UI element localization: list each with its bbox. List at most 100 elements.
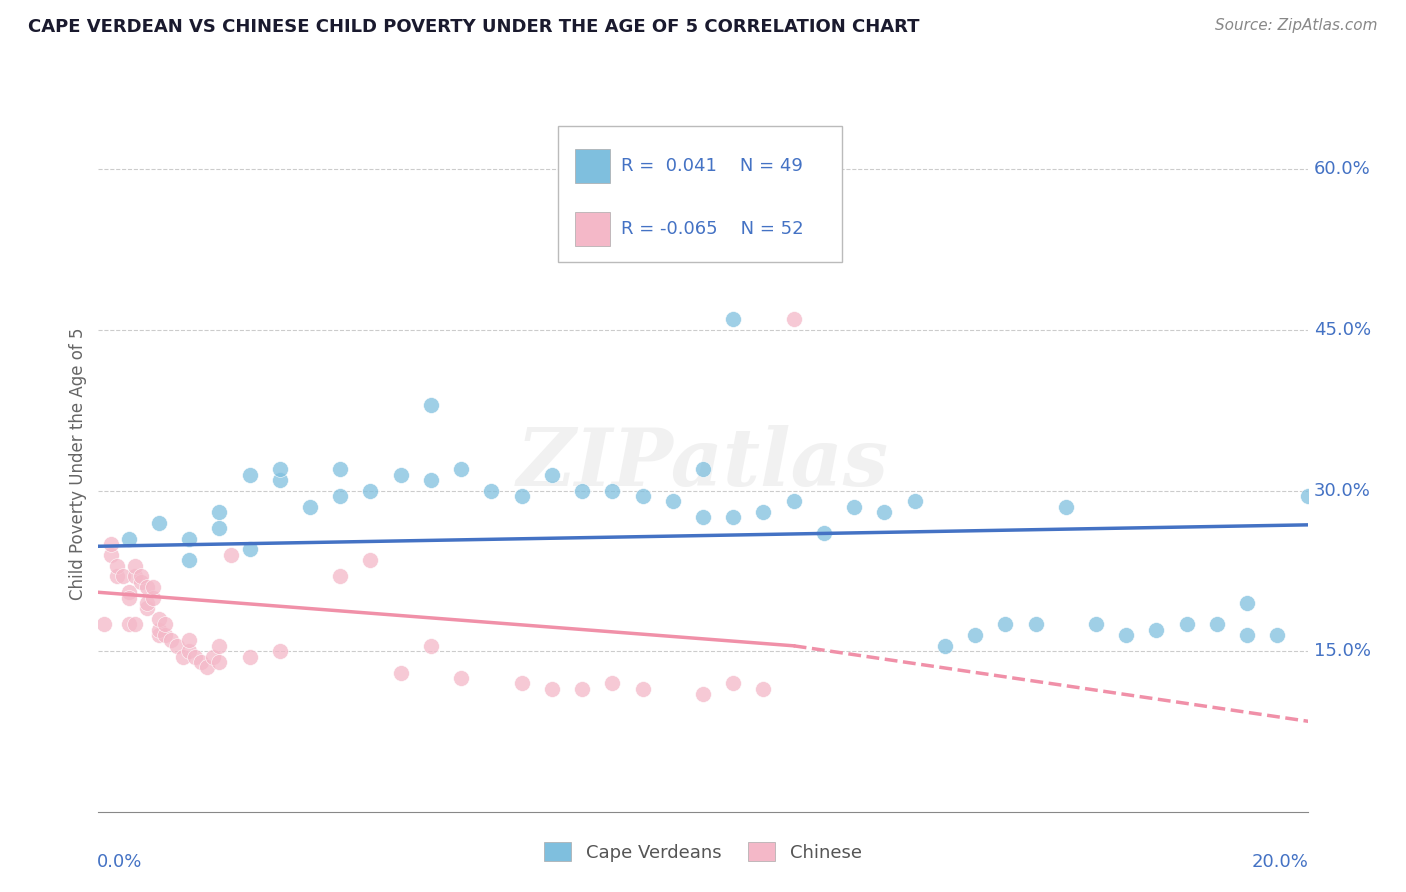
Point [721, 510, 744, 524]
Text: CAPE VERDEAN VS CHINESE CHILD POVERTY UNDER THE AGE OF 5 CORRELATION CHART: CAPE VERDEAN VS CHINESE CHILD POVERTY UN… [28, 18, 920, 36]
Text: 45.0%: 45.0% [1313, 321, 1371, 339]
Y-axis label: Child Poverty Under the Age of 5: Child Poverty Under the Age of 5 [69, 327, 87, 600]
Point [166, 639, 188, 653]
Point [329, 462, 352, 476]
Point [148, 628, 170, 642]
Point [142, 580, 165, 594]
Point [118, 591, 141, 605]
Point [208, 639, 231, 653]
Point [389, 467, 412, 482]
Point [177, 633, 201, 648]
Point [160, 633, 183, 648]
Point [692, 510, 714, 524]
Point [118, 585, 141, 599]
Text: 0.0%: 0.0% [97, 854, 142, 871]
Point [419, 473, 441, 487]
Point [100, 537, 122, 551]
Point [208, 521, 231, 535]
Point [329, 569, 352, 583]
Point [904, 494, 927, 508]
Point [360, 553, 382, 567]
Point [450, 462, 472, 476]
Point [153, 617, 176, 632]
Point [360, 483, 382, 498]
Point [450, 671, 472, 685]
Point [692, 462, 714, 476]
Point [631, 681, 654, 696]
Point [510, 489, 533, 503]
Text: 60.0%: 60.0% [1313, 161, 1371, 178]
Point [148, 516, 170, 530]
Point [208, 505, 231, 519]
Point [100, 548, 122, 562]
Point [239, 467, 262, 482]
Point [129, 569, 152, 583]
Legend: Cape Verdeans, Chinese: Cape Verdeans, Chinese [537, 835, 869, 869]
Point [1085, 617, 1108, 632]
Point [844, 500, 866, 514]
Point [1206, 617, 1229, 632]
Point [1144, 623, 1167, 637]
Point [177, 532, 201, 546]
Point [195, 660, 218, 674]
Point [105, 569, 128, 583]
Point [752, 681, 775, 696]
Point [602, 483, 624, 498]
Point [1236, 596, 1258, 610]
Point [752, 505, 775, 519]
Point [135, 580, 157, 594]
Point [419, 639, 441, 653]
Point [329, 489, 352, 503]
Point [813, 526, 835, 541]
Point [721, 312, 744, 326]
Point [1024, 617, 1046, 632]
Point [661, 494, 683, 508]
Point [124, 558, 146, 573]
Text: Source: ZipAtlas.com: Source: ZipAtlas.com [1215, 18, 1378, 33]
Text: 20.0%: 20.0% [1251, 854, 1309, 871]
Point [202, 649, 225, 664]
Point [540, 681, 562, 696]
Point [105, 558, 128, 573]
Point [419, 398, 441, 412]
Text: 15.0%: 15.0% [1313, 642, 1371, 660]
Point [269, 462, 291, 476]
Point [571, 483, 593, 498]
Point [135, 596, 157, 610]
Point [148, 612, 170, 626]
Point [721, 676, 744, 690]
Point [299, 500, 322, 514]
Point [135, 601, 157, 615]
Point [540, 467, 562, 482]
Point [184, 649, 207, 664]
Text: R = -0.065    N = 52: R = -0.065 N = 52 [621, 219, 804, 238]
Point [965, 628, 987, 642]
Point [1296, 489, 1319, 503]
Point [111, 569, 134, 583]
Point [172, 649, 194, 664]
Point [177, 553, 201, 567]
Point [208, 655, 231, 669]
Point [1236, 628, 1258, 642]
Point [129, 574, 152, 589]
Point [481, 483, 503, 498]
Point [93, 617, 115, 632]
Text: 30.0%: 30.0% [1313, 482, 1371, 500]
Point [602, 676, 624, 690]
Text: R =  0.041    N = 49: R = 0.041 N = 49 [621, 157, 803, 176]
Point [510, 676, 533, 690]
Point [177, 644, 201, 658]
Point [782, 312, 804, 326]
Point [782, 494, 804, 508]
Point [118, 617, 141, 632]
Point [190, 655, 212, 669]
Point [1175, 617, 1198, 632]
Point [148, 623, 170, 637]
Point [692, 687, 714, 701]
Point [571, 681, 593, 696]
Point [153, 628, 176, 642]
Point [1265, 628, 1288, 642]
Point [269, 644, 291, 658]
Point [934, 639, 956, 653]
Point [1115, 628, 1137, 642]
